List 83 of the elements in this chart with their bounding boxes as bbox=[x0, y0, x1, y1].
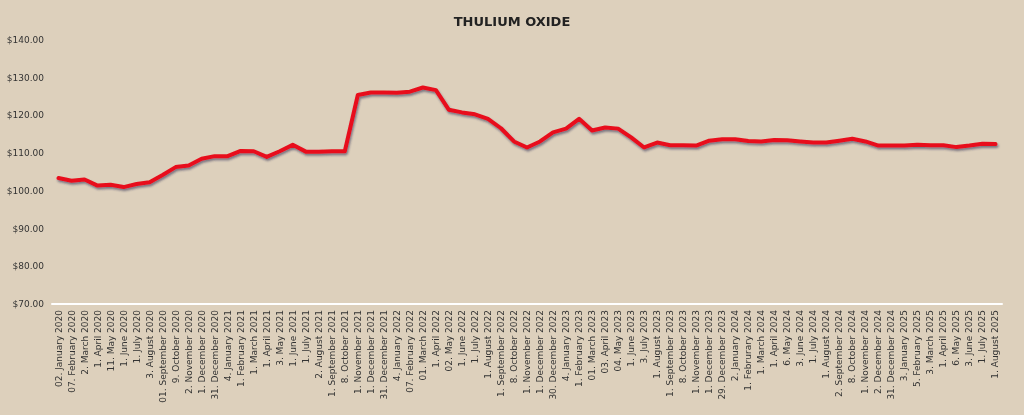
x-tick-label: 2. September 2024 bbox=[834, 309, 845, 397]
x-tick-label: 1. April 2025 bbox=[938, 310, 949, 368]
y-tick-label: $110.00 bbox=[6, 148, 45, 159]
x-tick-label: 4. January 2021 bbox=[222, 310, 233, 382]
x-tick-label: 1. December 2023 bbox=[704, 310, 715, 394]
x-tick-label: 1. April 2022 bbox=[430, 310, 441, 368]
x-tick-label: 1. Februrary 2024 bbox=[743, 309, 754, 391]
x-tick-label: 02. January 2020 bbox=[53, 309, 64, 388]
x-tick-label: 31. December 2024 bbox=[886, 309, 897, 400]
x-tick-label: 5. February 2025 bbox=[912, 310, 923, 388]
x-tick-label: 3. June 2024 bbox=[795, 309, 806, 367]
x-tick-label: 1. June 2022 bbox=[456, 310, 467, 367]
x-tick-label: 31. December 2021 bbox=[378, 310, 389, 400]
x-tick-label: 03. April 2023 bbox=[600, 310, 611, 374]
x-tick-label: 2. January 2024 bbox=[730, 309, 741, 382]
x-tick-label: 6. May 2025 bbox=[951, 310, 962, 366]
x-tick-label: 1. April 2021 bbox=[261, 310, 272, 368]
x-tick-label: 1. September 2023 bbox=[665, 310, 676, 397]
y-tick-label: $100.00 bbox=[6, 185, 45, 196]
x-tick-label: 2. December 2024 bbox=[873, 309, 884, 394]
x-tick-label: 9. October 2020 bbox=[170, 309, 181, 384]
x-tick-label: 31. December 2020 bbox=[209, 309, 220, 400]
chart-title: THULIUM OXIDE bbox=[453, 14, 571, 29]
x-tick-label: 1. July 2025 bbox=[977, 310, 988, 364]
x-tick-label: 4. January 2022 bbox=[391, 310, 402, 382]
x-tick-label: 29. December 2023 bbox=[717, 310, 728, 400]
x-tick-label: 1. March 2021 bbox=[248, 310, 259, 375]
x-tick-label: 1. August 2023 bbox=[652, 310, 663, 379]
x-tick-label: 3. August 2020 bbox=[144, 309, 155, 379]
x-tick-label: 3. May 2021 bbox=[274, 310, 285, 366]
x-tick-label: 11. May 2020 bbox=[105, 309, 116, 372]
x-tick-label: 3. July 2023 bbox=[639, 310, 650, 364]
y-tick-label: $140.00 bbox=[6, 35, 45, 45]
x-tick-label: 1. September 2022 bbox=[495, 310, 506, 397]
x-tick-label: 04. May 2023 bbox=[613, 310, 624, 372]
x-tick-label: 07. February 2020 bbox=[66, 309, 77, 393]
x-tick-label: 3. June 2025 bbox=[964, 310, 975, 367]
x-tick-label: 1. June 2021 bbox=[287, 310, 298, 367]
x-tick-label: 1. November 2022 bbox=[522, 310, 532, 395]
x-tick-label: 30. December 2022 bbox=[548, 310, 559, 400]
x-tick-label: 1. November 2023 bbox=[691, 310, 702, 395]
x-tick-label: 1. July 2022 bbox=[469, 310, 480, 364]
y-tick-label: $120.00 bbox=[6, 110, 45, 121]
x-tick-label: 1. July 2021 bbox=[300, 310, 311, 364]
x-tick-label: 1. September 2021 bbox=[326, 310, 337, 397]
x-tick-label: 6. May 2024 bbox=[782, 309, 793, 366]
x-tick-label: 4. January 2023 bbox=[561, 310, 572, 382]
y-tick-label: $70.00 bbox=[12, 299, 45, 309]
x-tick-label: 1. April 2020 bbox=[92, 309, 103, 368]
x-tick-label: 8. October 2024 bbox=[847, 309, 858, 384]
x-tick-label: 01. September 2020 bbox=[157, 309, 168, 403]
x-tick-label: 1. November 2021 bbox=[352, 310, 363, 395]
x-tick-label: 1. June 2020 bbox=[118, 309, 129, 367]
x-tick-label: 01. March 2022 bbox=[417, 310, 428, 381]
x-tick-label: 8. October 2021 bbox=[339, 310, 350, 384]
x-tick-label: 3. January 2025 bbox=[899, 310, 910, 382]
x-tick-label: 1. August 2024 bbox=[821, 309, 832, 379]
x-tick-label: 2. August 2021 bbox=[313, 310, 324, 379]
x-tick-label: 8. October 2023 bbox=[678, 310, 689, 384]
x-tick-label: 1. December 2020 bbox=[196, 309, 207, 394]
y-tick-label: $80.00 bbox=[12, 261, 45, 272]
x-tick-label: 1. November 2024 bbox=[860, 309, 871, 395]
x-tick-label: 01. March 2023 bbox=[587, 310, 598, 381]
line-series bbox=[56, 85, 998, 190]
x-tick-label: 2. November 2020 bbox=[183, 309, 194, 395]
x-tick-label: 3. March 2025 bbox=[925, 310, 936, 375]
x-tick-label: 1. December 2021 bbox=[365, 310, 376, 394]
x-tick-label: 1. April 2024 bbox=[769, 309, 780, 368]
y-tick-label: $90.00 bbox=[12, 223, 45, 234]
x-tick-label: 1. December 2022 bbox=[535, 310, 546, 394]
x-tick-label: 1. February 2021 bbox=[235, 310, 246, 388]
x-tick-label: 1. July 2024 bbox=[808, 309, 819, 364]
x-tick-label: 1. June 2023 bbox=[626, 310, 637, 367]
x-tick-label: 1. August 2022 bbox=[482, 310, 493, 379]
x-tick-label: 1. March 2024 bbox=[756, 309, 767, 375]
x-tick-label: 1. July 2020 bbox=[131, 309, 142, 364]
x-tick-label: 1. August 2025 bbox=[990, 310, 1001, 379]
x-tick-label: 02. May 2022 bbox=[443, 310, 454, 372]
x-tick-label: 07. February 2022 bbox=[404, 310, 415, 393]
x-tick-label: 2. March 2020 bbox=[79, 309, 90, 375]
y-tick-label: $130.00 bbox=[6, 72, 45, 83]
x-tick-label: 8. October 2022 bbox=[508, 310, 519, 384]
x-tick-label: 1. February 2023 bbox=[574, 310, 585, 388]
